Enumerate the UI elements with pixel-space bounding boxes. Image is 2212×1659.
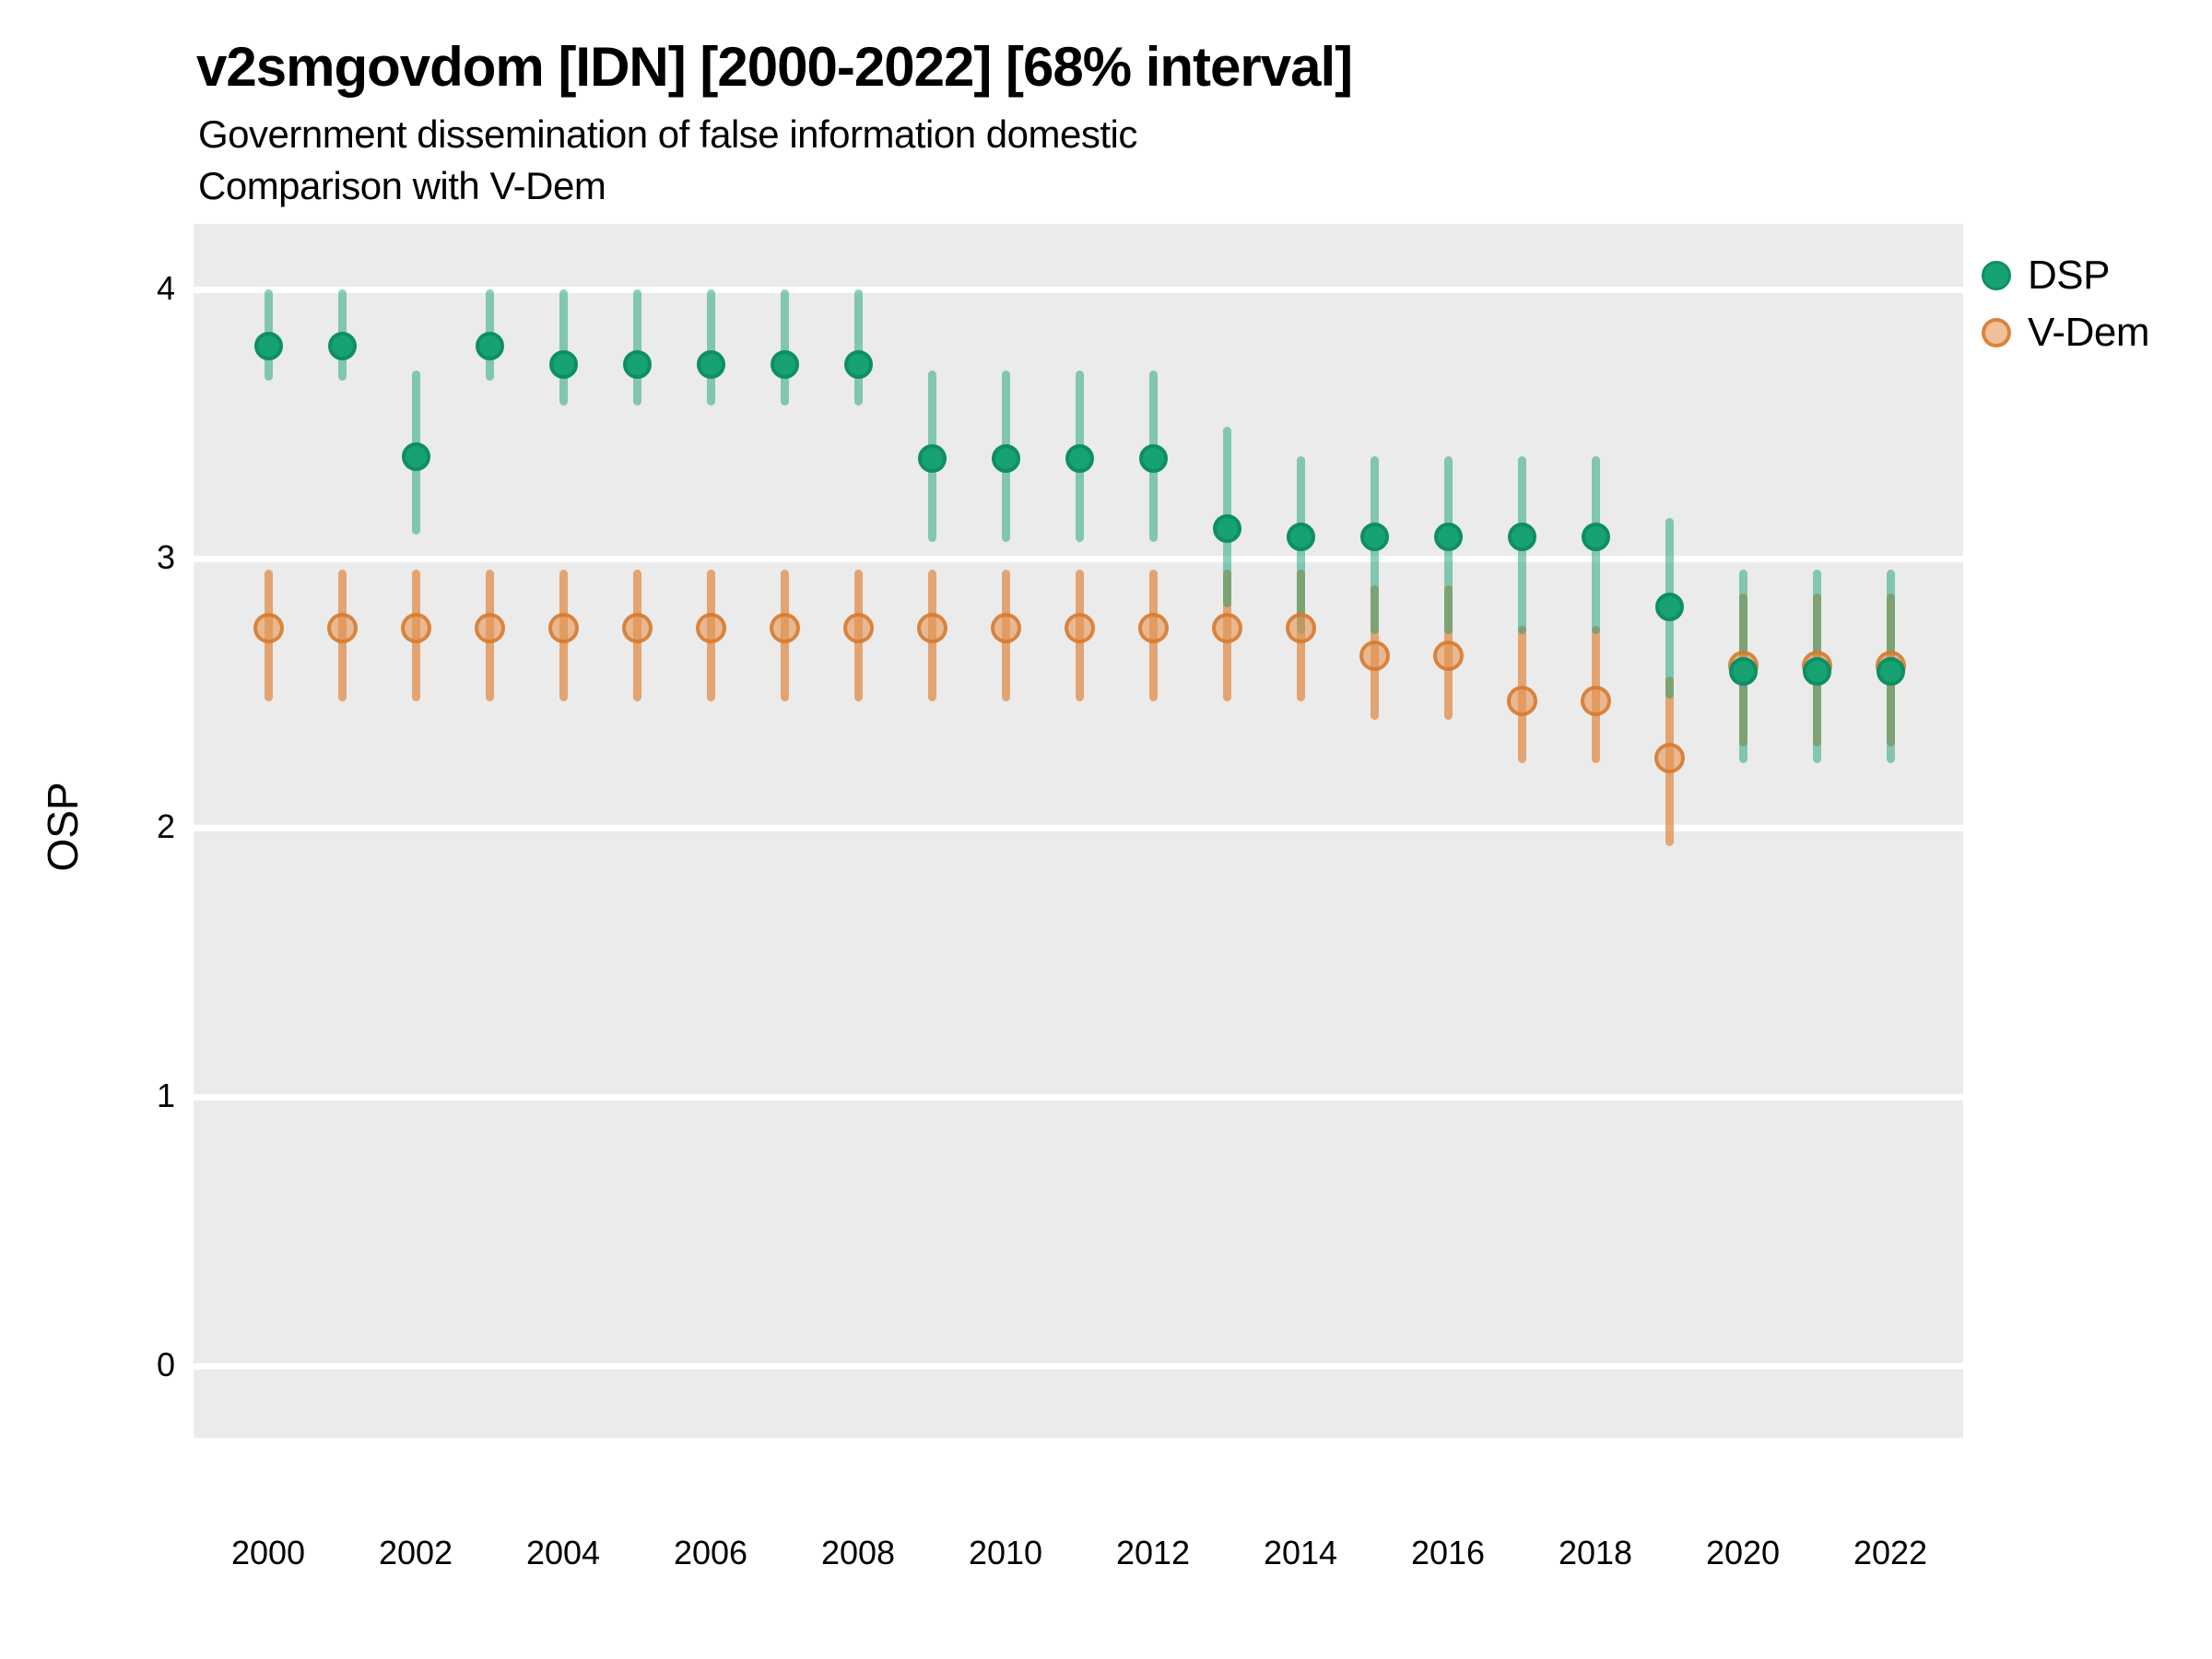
- plot-panel: [194, 224, 1963, 1438]
- dsp-point-2009: [917, 444, 947, 474]
- vdem-point-2000: [253, 613, 284, 644]
- dsp-point-2013: [1212, 514, 1241, 544]
- vdem-point-2014: [1285, 613, 1316, 644]
- vdem-point-2003: [474, 613, 505, 644]
- vdem-point-2002: [400, 613, 431, 644]
- vdem-point-2004: [547, 613, 579, 644]
- dsp-point-2012: [1138, 444, 1168, 474]
- dsp-legend-dot-icon: [1982, 261, 2011, 290]
- x-tick-label-2008: 2008: [820, 1534, 896, 1571]
- x-tick-label-2022: 2022: [1853, 1534, 1928, 1571]
- x-tick-label-2000: 2000: [230, 1534, 306, 1571]
- x-tick-label-2010: 2010: [968, 1534, 1043, 1571]
- legend-label-vdem: V-Dem: [2028, 310, 2149, 355]
- vdem-point-2008: [842, 613, 874, 644]
- vdem-point-2011: [1064, 613, 1095, 644]
- dsp-point-2002: [401, 441, 430, 471]
- x-tick-label-2018: 2018: [1558, 1534, 1633, 1571]
- dsp-interval-2006: [706, 289, 715, 406]
- y-tick-label-0: 0: [156, 1346, 175, 1383]
- vdem-point-2015: [1359, 640, 1390, 671]
- dsp-point-2010: [991, 444, 1020, 474]
- vdem-point-2017: [1506, 686, 1537, 717]
- dsp-point-2017: [1507, 523, 1536, 552]
- gridline-y-4: [194, 286, 1963, 293]
- vdem-point-2012: [1137, 613, 1169, 644]
- dsp-point-2000: [253, 331, 283, 360]
- legend-item-dsp: DSP: [1982, 247, 2149, 304]
- gridline-y-1: [194, 1093, 1963, 1100]
- x-tick-label-2020: 2020: [1705, 1534, 1781, 1571]
- vdem-point-2007: [769, 613, 800, 644]
- dsp-point-2004: [548, 350, 578, 380]
- vdem-point-2006: [695, 613, 726, 644]
- dsp-point-2001: [327, 331, 357, 360]
- vdem-point-2001: [326, 613, 358, 644]
- x-tick-label-2004: 2004: [525, 1534, 601, 1571]
- x-tick-label-2002: 2002: [378, 1534, 453, 1571]
- dsp-point-2007: [770, 350, 799, 380]
- x-tick-label-2016: 2016: [1410, 1534, 1486, 1571]
- page-title: v2smgovdom [IDN] [2000-2022] [68% interv…: [196, 36, 1353, 98]
- dsp-point-2015: [1359, 523, 1389, 552]
- legend-item-vdem: V-Dem: [1982, 304, 2149, 361]
- dsp-point-2006: [696, 350, 725, 380]
- dsp-point-2011: [1065, 444, 1094, 474]
- dsp-point-2019: [1654, 593, 1684, 622]
- vdem-point-2016: [1432, 640, 1464, 671]
- vdem-point-2018: [1580, 686, 1611, 717]
- y-tick-label-4: 4: [156, 269, 175, 307]
- vdem-point-2009: [916, 613, 947, 644]
- vdem-point-2019: [1653, 742, 1685, 773]
- y-tick-label-2: 2: [156, 807, 175, 845]
- vdem-point-2010: [990, 613, 1021, 644]
- legend: DSP V-Dem: [1982, 247, 2149, 361]
- y-tick-label-3: 3: [156, 538, 175, 576]
- vdem-point-2013: [1211, 613, 1242, 644]
- chart-subtitle: Government dissemination of false inform…: [198, 112, 1137, 156]
- dsp-point-2016: [1433, 523, 1463, 552]
- chart-subtitle-comparison: Comparison with V-Dem: [198, 164, 606, 207]
- dsp-interval-2004: [559, 289, 568, 406]
- dsp-point-2020: [1728, 657, 1758, 687]
- dsp-interval-2007: [780, 289, 789, 406]
- dsp-interval-2005: [632, 289, 641, 406]
- dsp-point-2021: [1802, 657, 1831, 687]
- dsp-interval-2008: [853, 289, 863, 406]
- dsp-point-2014: [1286, 523, 1315, 552]
- vdem-legend-dot-icon: [1982, 318, 2011, 347]
- x-tick-label-2012: 2012: [1115, 1534, 1191, 1571]
- dsp-point-2003: [475, 331, 504, 360]
- dsp-point-2005: [622, 350, 652, 380]
- gridline-y-0: [194, 1362, 1963, 1370]
- y-tick-label-1: 1: [156, 1077, 175, 1114]
- x-tick-label-2006: 2006: [673, 1534, 748, 1571]
- vdem-point-2005: [621, 613, 653, 644]
- legend-label-dsp: DSP: [2028, 253, 2110, 298]
- dsp-point-2022: [1876, 657, 1905, 687]
- dsp-point-2018: [1581, 523, 1610, 552]
- x-tick-label-2014: 2014: [1263, 1534, 1338, 1571]
- dsp-point-2008: [843, 350, 873, 380]
- gridline-y-2: [194, 824, 1963, 831]
- gridline-y-3: [194, 555, 1963, 562]
